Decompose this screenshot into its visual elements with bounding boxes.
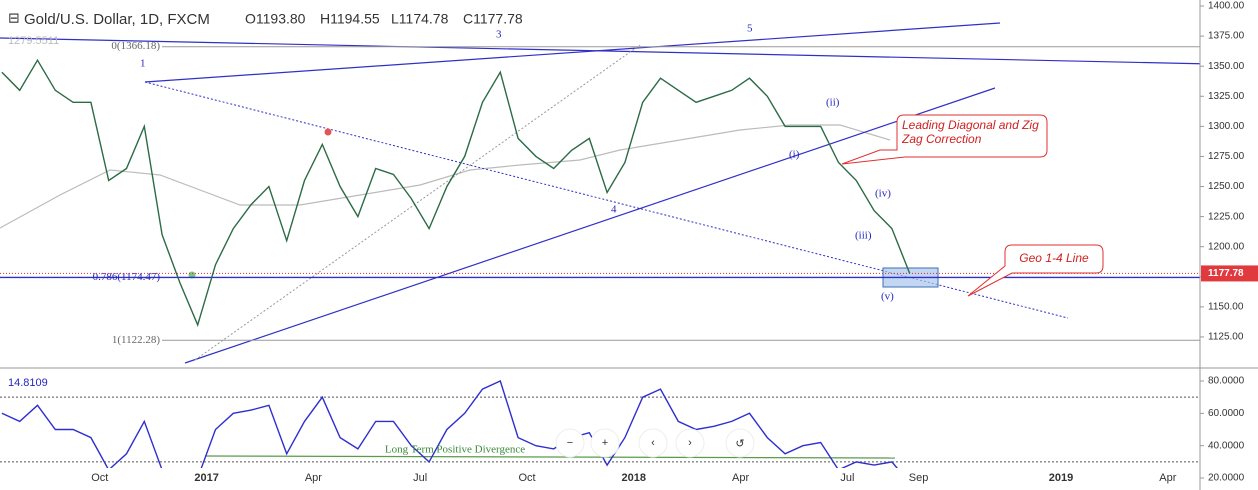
wave-label: (i) [789, 149, 800, 161]
scroll-right-icon: › [688, 437, 692, 449]
x-tick-label: Oct [518, 472, 535, 484]
y-tick-label: 1375.00 [1208, 31, 1245, 42]
trend-line [144, 22, 1001, 83]
trend-line [0, 37, 1200, 65]
toolbar: − + ‹ › ↺ [555, 428, 755, 458]
ohlc: C1177.78 [463, 11, 523, 27]
fib-trend [194, 44, 641, 361]
ohlc: L1174.78 [391, 11, 449, 27]
x-tick-label: 2018 [622, 472, 646, 484]
callout-text: Geo 1-4 Line [1019, 251, 1089, 265]
moving-average [0, 124, 891, 229]
y-tick-label: 1275.00 [1208, 151, 1245, 162]
y-tick-label: 1350.00 [1208, 61, 1245, 72]
rsi-value: 14.8109 [8, 377, 48, 389]
callout-box [841, 114, 1048, 165]
callout: Leading Diagonal and Zig Zag Correction [902, 118, 1039, 146]
scroll-right-button[interactable] [675, 428, 705, 458]
y-tick-label: 1150.00 [1208, 302, 1244, 313]
y-tick-label: 20.0000 [1208, 473, 1245, 484]
marker [324, 128, 332, 136]
zoom-out-icon: − [567, 437, 573, 449]
wave-label: (iv) [875, 188, 891, 200]
x-tick-label: Oct [91, 472, 108, 484]
wave-label: 4 [611, 204, 617, 216]
annotation: 1279.5511 [8, 35, 59, 47]
callout-box [967, 244, 1104, 297]
wave-label: 5 [747, 23, 753, 35]
price-pane: 0(1366.18) 0.786(1174.47) 1(1122.28) [0, 22, 1200, 364]
y-tick-label: 40.0000 [1208, 440, 1245, 451]
marker [188, 271, 196, 279]
trend-line [184, 87, 996, 364]
x-tick-label: Apr [305, 472, 322, 484]
wave-label: 1 [140, 58, 146, 70]
fib-label: 0(1366.18) [111, 40, 160, 52]
callout-text: Leading Diagonal and Zig Zag Correction [902, 118, 1039, 146]
x-tick-label: Apr [732, 472, 749, 484]
zoom-in-icon: + [602, 437, 608, 449]
last-price-label: 1177.78 [1208, 268, 1244, 279]
x-tick-label: Jul [413, 472, 427, 484]
reset-button[interactable] [725, 428, 755, 458]
y-tick-label: 1400.00 [1208, 1, 1245, 12]
x-tick-label: Jul [840, 472, 854, 484]
x-tick-label: 2019 [1049, 472, 1073, 484]
fib-label: 1(1122.28) [112, 334, 161, 346]
ohlc: O1193.80 [245, 11, 306, 27]
series-line [1, 58, 911, 327]
y-tick-label: 1125.00 [1208, 332, 1244, 343]
y-tick-label: 1200.00 [1208, 241, 1245, 252]
fib-label: 0.786(1174.47) [93, 271, 161, 283]
wave-label: (v) [881, 291, 894, 303]
y-tick-label: 80.0000 [1208, 376, 1245, 387]
scroll-left-icon: ‹ [651, 437, 655, 449]
x-tick-label: Apr [1159, 472, 1176, 484]
series-line [1, 380, 898, 468]
last-price-tag [1201, 265, 1258, 282]
y-tick-label: 1225.00 [1208, 211, 1245, 222]
symbol-icon: ⊟ [8, 10, 20, 26]
ohlc: H1194.55 [320, 11, 380, 27]
scroll-left-button[interactable] [638, 428, 668, 458]
wave-label: (iii) [855, 230, 872, 242]
zoom-in-button[interactable] [590, 428, 620, 458]
y-tick-label: 1250.00 [1208, 181, 1245, 192]
y-tick-label: 1325.00 [1208, 91, 1245, 102]
chart-title: Gold/U.S. Dollar, 1D, FXCM [24, 11, 210, 28]
divergence-line [204, 455, 896, 459]
wave-label: 3 [496, 29, 502, 41]
annotation: Long Term Positive Divergence [385, 444, 525, 456]
y-tick-label: 1300.00 [1208, 121, 1245, 132]
y-tick-label: 60.0000 [1208, 408, 1245, 419]
reset-icon: ↺ [735, 438, 744, 450]
wave-label: (ii) [826, 97, 840, 109]
x-tick-label: 2017 [194, 472, 218, 484]
zoom-out-button[interactable] [555, 428, 585, 458]
rsi-pane [0, 380, 1200, 468]
x-tick-label: Sep [909, 472, 929, 484]
